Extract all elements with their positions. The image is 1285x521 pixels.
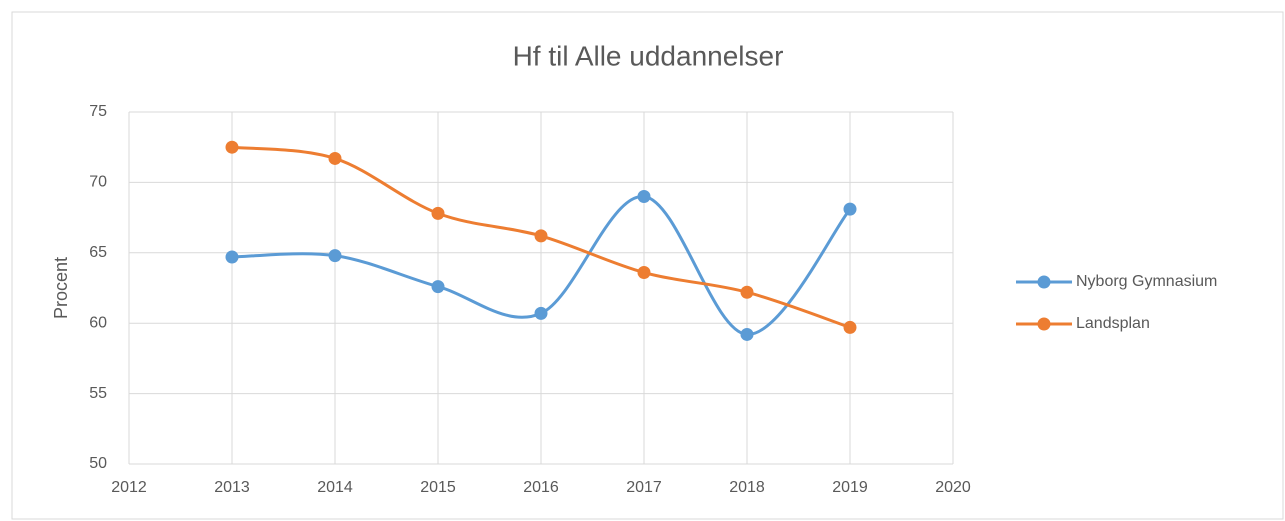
y-tick-label: 70 [89, 174, 107, 191]
data-point [637, 266, 651, 280]
x-tick-label: 2019 [832, 479, 868, 496]
y-tick-label: 55 [89, 385, 107, 402]
y-axis-label: Procent [51, 257, 71, 319]
legend-label: Nyborg Gymnasium [1076, 273, 1217, 290]
x-tick-label: 2014 [317, 479, 353, 496]
x-tick-label: 2016 [523, 479, 559, 496]
data-point [431, 206, 445, 220]
y-tick-label: 65 [89, 244, 107, 261]
x-tick-label: 2015 [420, 479, 456, 496]
data-point [843, 202, 857, 216]
x-tick-label: 2018 [729, 479, 765, 496]
data-point [740, 285, 754, 299]
data-point [431, 280, 445, 294]
legend-label: Landsplan [1076, 315, 1150, 332]
x-tick-label: 2020 [935, 479, 971, 496]
data-point [225, 250, 239, 264]
data-point [225, 140, 239, 154]
data-point [328, 249, 342, 263]
x-tick-label: 2013 [214, 479, 250, 496]
x-tick-label: 2012 [111, 479, 147, 496]
chart-title: Hf til Alle uddannelser [513, 40, 784, 71]
x-tick-label: 2017 [626, 479, 662, 496]
legend-marker [1037, 317, 1051, 331]
data-point [843, 320, 857, 334]
y-tick-label: 50 [89, 455, 107, 472]
data-point [534, 306, 548, 320]
data-point [740, 327, 754, 341]
data-point [328, 151, 342, 165]
y-tick-label: 60 [89, 314, 107, 331]
legend-marker [1037, 275, 1051, 289]
chart-border [11, 11, 1284, 520]
y-tick-label: 75 [89, 103, 107, 120]
data-point [637, 189, 651, 203]
data-point [534, 229, 548, 243]
